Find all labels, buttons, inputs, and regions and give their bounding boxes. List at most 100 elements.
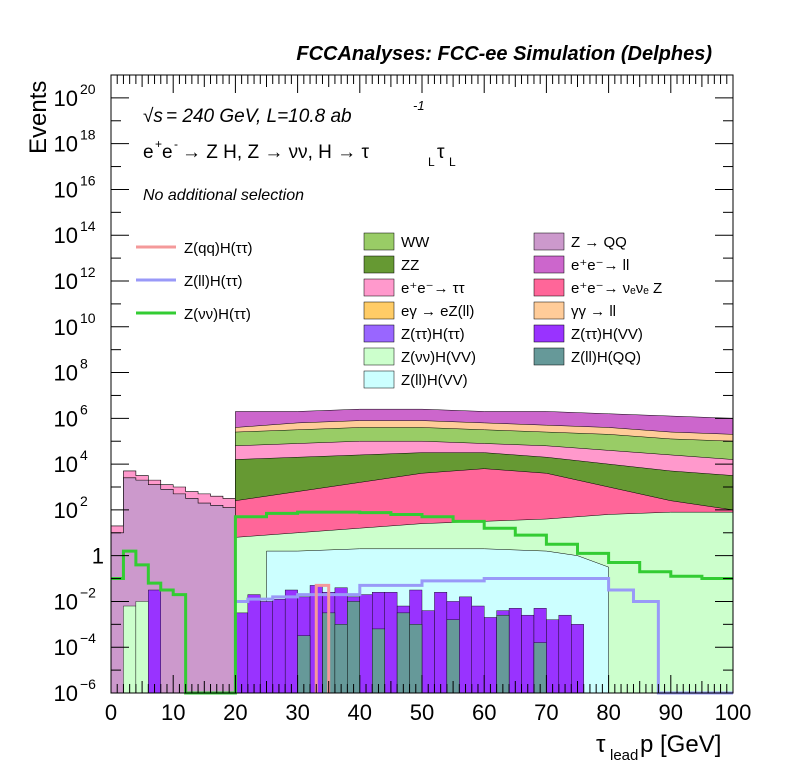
legend-fill-swatch [533,301,565,320]
legend-fill-label: Z(ll)H(QQ) [571,349,641,366]
legend-fill-swatch [363,278,395,297]
y-tick-label: 10 [54,223,78,248]
y-tick-label: 10 [54,132,78,157]
line-zll-htautau [235,577,733,695]
x-tick-label: 90 [659,700,683,725]
x-axis-label-tau: τ [596,731,606,758]
x-axis-label: τ lead p [GeV] [596,731,721,764]
legend-fill-swatch [533,324,565,343]
y-tick-label: 10 [54,406,78,431]
y-tick-label: 10 [54,635,78,660]
bin-ztautau-hvv [247,594,261,694]
y-tick-label-exp: 16 [80,172,96,188]
energy-sup: -1 [413,98,425,113]
x-axis-label-rest: p [GeV] [640,731,721,758]
x-tick-label: 50 [410,700,434,725]
bin-zll-hqq [334,624,348,694]
legend-fill-swatch [363,347,395,366]
bin-ztautau-hvv [521,614,535,694]
bin-low-small [123,605,137,694]
y-tick-label-exp: 14 [80,218,96,234]
legend-fill-swatch [533,278,565,297]
legend-fill-swatch [363,255,395,274]
legend-fill-label: γγ → ll [571,303,616,320]
y-tick-label: 10 [54,498,78,523]
x-tick-label: 100 [715,700,752,725]
bin-ztautau-hvv [272,598,286,694]
x-tick-label: 30 [285,700,309,725]
x-tick-label: 0 [105,700,117,725]
bin-zll-hqq [496,614,510,694]
y-tick-label-exp: 10 [80,310,96,326]
y-tick-label: 10 [54,681,78,706]
bin-ztautau-hvv [558,614,572,694]
bin-ztautau-hvv [546,619,560,694]
bin-ztautau-hvv [508,608,522,694]
legend-fill-label: Z(ττ)H(ττ) [401,326,465,343]
y-tick-label-exp: −2 [80,584,96,600]
legend-fill-label: e⁺e⁻→ ττ [401,280,465,297]
bin-ztautau-hvv [434,592,448,694]
y-tick-label: 10 [54,589,78,614]
process-tau: τ [437,142,445,163]
process-text: → Z H, Z → νν, H → τ [182,142,369,163]
selection-annotation: No additional selection [143,187,304,204]
process-e1: e [143,142,154,163]
energy-sqrt: √s [143,106,163,127]
process-e2-sup: - [174,137,178,151]
legend-fill-swatch [363,324,395,343]
process-sub1: L [428,155,435,169]
process-annotation: e + e - → Z H, Z → νν, H → τ L τ L [143,137,456,169]
y-tick-label-exp: 6 [80,401,88,417]
bin-low-small [148,589,161,694]
legend-fill-swatch [363,232,395,251]
bin-low-small [135,601,149,694]
legend-line-label: Z(qq)H(ττ) [184,240,253,257]
bin-ztautau-hvv [284,589,298,694]
bin-ztautau-hvv [484,617,497,694]
x-tick-label: 40 [348,700,372,725]
y-tick-label-exp: 20 [80,81,96,97]
bin-ztautau-hvv [421,610,435,694]
y-tick-label: 10 [54,315,78,340]
line-zqq-htautau [314,583,331,693]
x-tick-label: 80 [596,700,620,725]
legend-fill-swatch [533,232,565,251]
legend-fill-label: Z(ττ)H(VV) [571,326,643,343]
y-tick-label: 10 [54,177,78,202]
x-tick-label: 10 [161,700,185,725]
legend-line-label: Z(ll)H(ττ) [184,273,243,290]
bin-ztautau-hvv [260,601,273,694]
process-sub2: L [449,155,456,169]
x-tick-label: 70 [534,700,558,725]
legend-fill-label: e⁺e⁻→ νₑνₑ Z [571,280,662,297]
y-tick-label-exp: −4 [80,630,96,646]
line-znunu-htautau [111,510,733,695]
legend-fill-swatch [363,370,395,389]
legend-fill-label: WW [401,234,430,251]
y-tick-label: 10 [54,269,78,294]
y-axis-label: Events [25,81,52,154]
process-e2: e [162,142,173,163]
x-tick-label: 20 [223,700,247,725]
x-axis: 0 10 20 30 40 50 60 70 80 90 100 [105,75,751,725]
y-tick-label: 1 [92,544,104,569]
bin-zll-hqq [372,628,385,694]
bin-ztautau-hvv [459,596,472,694]
bin-zll-hqq [409,624,423,694]
y-tick-label-exp: 18 [80,127,96,143]
y-tick-label-exp: 2 [80,493,88,509]
legend-fill-label: Z → QQ [571,234,627,251]
legend-fill-swatch [363,301,395,320]
chart-title: FCCAnalyses: FCC-ee Simulation (Delphes) [296,43,712,65]
bin-ztautau-hvv [384,592,398,694]
bin-zll-hqq [396,612,410,694]
legend-fill-label: ZZ [401,257,419,274]
energy-annotation: √s = 240 GeV, L=10.8 ab -1 [143,98,425,127]
legend-fill-label: e⁺e⁻→ ll [571,257,629,274]
legend-fill-label: Z(ll)H(VV) [401,372,468,389]
y-tick-label-exp: 4 [80,447,88,463]
legend-lines: Z(qq)H(ττ) Z(ll)H(ττ) Z(νν)H(ττ) [136,240,253,323]
